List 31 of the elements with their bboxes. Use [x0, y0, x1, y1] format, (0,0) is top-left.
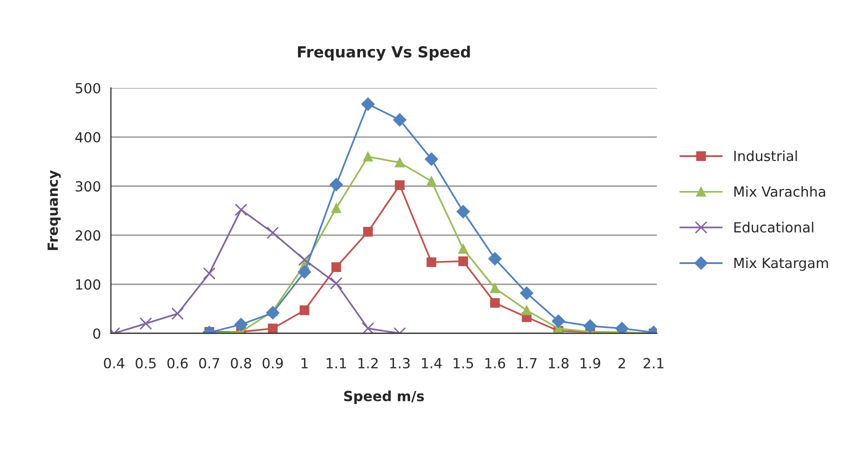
x-tick-label: 1.4 [422, 358, 442, 368]
legend-label: Educational [734, 222, 814, 233]
x-tick-label: 1.3 [390, 358, 410, 368]
y-axis-title: Frequancy [48, 170, 61, 250]
chart-title: Frequancy Vs Speed [298, 46, 470, 61]
x-tick-label: 0.7 [199, 358, 220, 368]
y-tick-label: 500 [76, 82, 100, 94]
x-axis-title: Speed m/s [344, 390, 424, 404]
y-tick-label: 300 [76, 181, 100, 192]
x-tick-label: 1.2 [358, 358, 378, 368]
x-tick-label: 0.9 [262, 358, 283, 368]
x-tick-label: 1.1 [326, 358, 346, 368]
x-tick-label: 0.4 [104, 358, 124, 368]
legend-label: Mix Katargam [734, 257, 828, 271]
x-tick-label: 0.6 [167, 358, 188, 368]
x-tick-label: 0.8 [230, 358, 252, 368]
legend-label: Mix Varachha [734, 186, 826, 197]
x-tick-label: 0.5 [136, 358, 156, 368]
y-tick-label: 0 [93, 328, 100, 339]
x-tick-label: 1.8 [548, 358, 569, 368]
x-tick-label: 1 [302, 358, 308, 368]
y-tick-label: 100 [76, 279, 100, 290]
x-tick-label: 2 [618, 358, 625, 368]
y-tick-label: 200 [76, 230, 100, 241]
x-tick-label: 1.5 [454, 358, 474, 368]
x-tick-label: 1.6 [485, 358, 506, 368]
x-tick-label: 2.1 [644, 358, 664, 368]
y-tick-label: 400 [75, 132, 100, 143]
x-tick-label: 1.7 [517, 358, 537, 368]
legend-label: Industrial [734, 150, 797, 162]
x-tick-label: 1.9 [580, 358, 600, 368]
